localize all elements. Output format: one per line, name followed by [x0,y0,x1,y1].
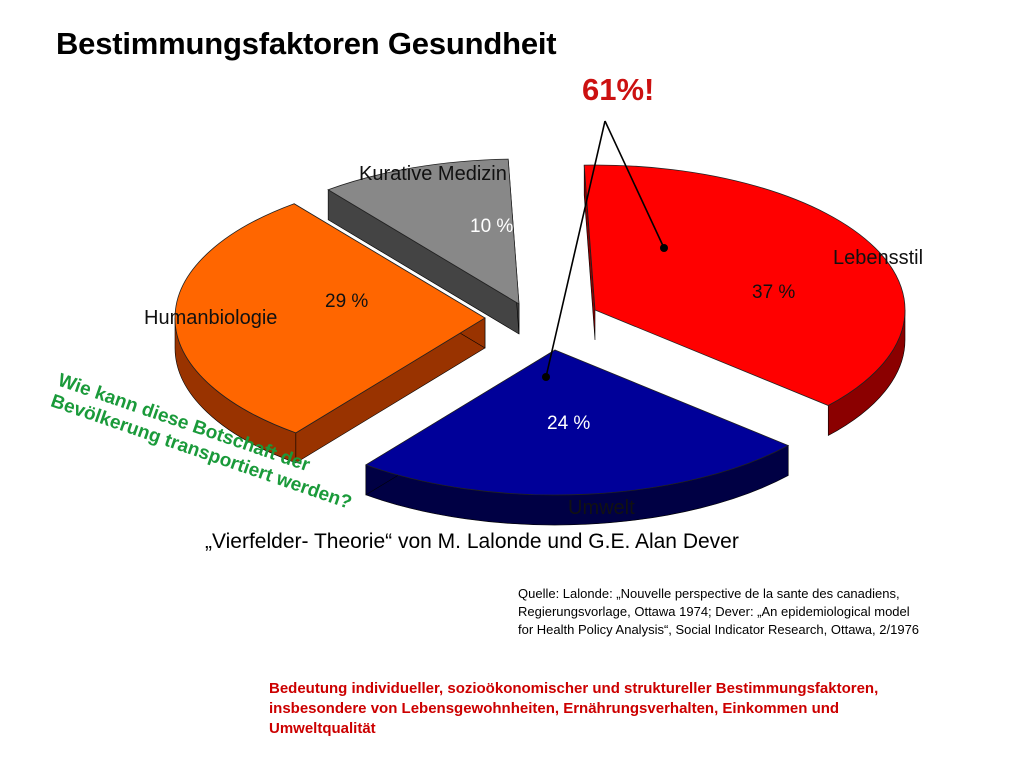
slice-name-kurative-medizin: Kurative Medizin [359,163,507,185]
pie-chart: Lebensstil 37 % Umwelt 24 % Humanbiologie 29 … [144,120,923,526]
pie-slice-umwelt [364,349,790,496]
pie-slice-lebensstil [583,164,906,406]
footer-line: insbesondere von Lebensgewohnheiten, Ern… [269,700,840,717]
slice-value-humanbiologie: 29 % [325,291,368,312]
footer-note: Bedeutung individueller, sozioökonomisch… [269,679,989,739]
slice-value-umwelt: 24 % [547,413,590,434]
source-line: for Health Policy Analysis“, Social Indi… [518,622,920,637]
source-citation: Quelle: Lalonde: „Nouvelle perspective d… [518,585,988,639]
callout-dot [542,373,550,381]
source-line: Regierungsvorlage, Ottawa 1974; Dever: „… [518,604,910,619]
theory-subtitle: „Vierfelder- Theorie“ von M. Lalonde und… [205,530,739,553]
highlight-61-percent: 61%! [582,72,655,107]
slice-name-lebensstil: Lebensstil [833,247,923,269]
callout-dot [660,244,668,252]
footer-line: Umweltqualität [269,720,376,737]
pie-slices [174,158,906,496]
callout-line [545,120,606,378]
slice-value-kurative-medizin: 10 % [470,216,513,237]
callout-lines [542,120,668,381]
callout-line [604,120,665,249]
slice-value-lebensstil: 37 % [752,282,795,303]
slide-title: Bestimmungsfaktoren Gesundheit [56,26,557,61]
footer-line: Bedeutung individueller, sozioökonomisch… [269,680,879,697]
slice-name-humanbiologie: Humanbiologie [144,307,277,329]
slice-name-umwelt: Umwelt [568,497,635,519]
pie-slice-humanbiologie [174,203,486,434]
pie-labels: Lebensstil 37 % Umwelt 24 % Humanbiologie 29 … [144,163,923,519]
source-line: Quelle: Lalonde: „Nouvelle perspective d… [518,586,900,601]
pie-slice-kurative-medizin [327,158,520,305]
